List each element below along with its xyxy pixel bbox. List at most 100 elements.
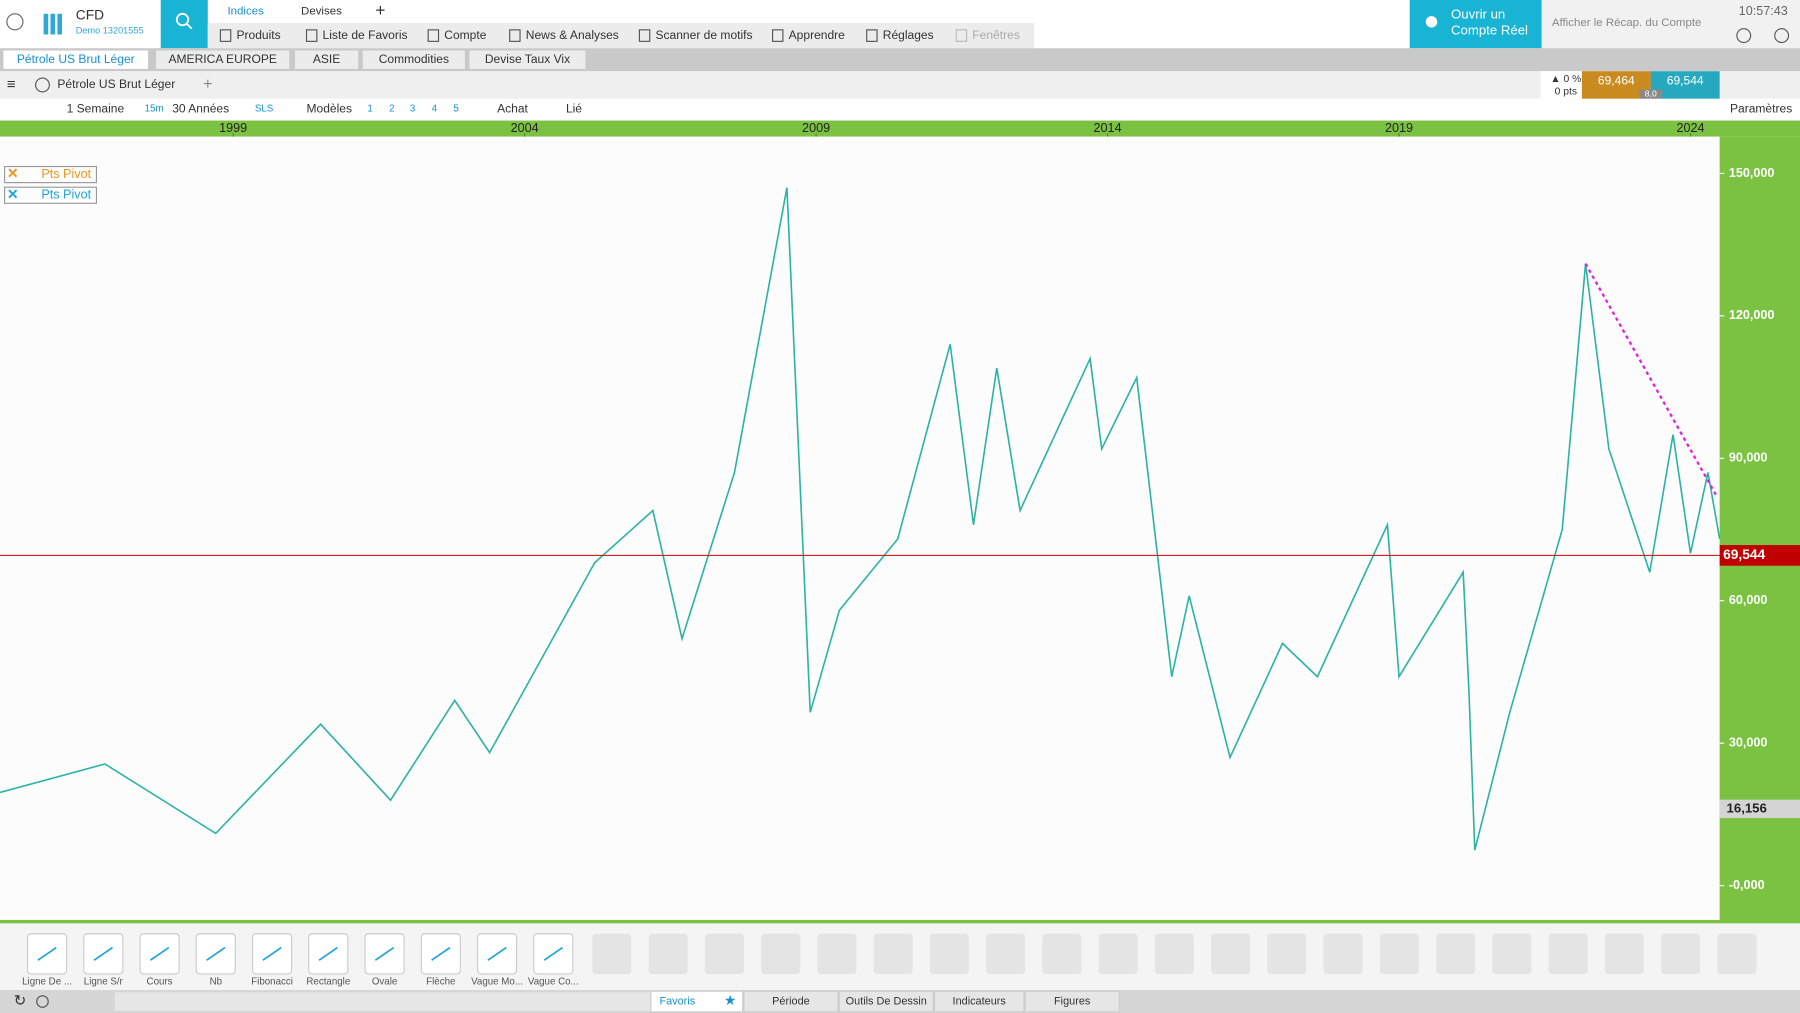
- toolbar-item[interactable]: 3: [410, 104, 415, 115]
- menu-item[interactable]: News & Analyses: [526, 28, 619, 42]
- power-icon[interactable]: [1774, 28, 1790, 44]
- tool-label[interactable]: Ligne S/r: [84, 977, 124, 988]
- y-axis-band: [1719, 136, 1800, 923]
- empty-slot: [1492, 933, 1532, 974]
- tool-label[interactable]: Cours: [147, 977, 173, 988]
- clear-icon[interactable]: [36, 995, 49, 1008]
- bottom-tab-label[interactable]: Indicateurs: [953, 995, 1007, 1007]
- tool-label[interactable]: Fibonacci: [251, 977, 293, 988]
- indicator-label[interactable]: Pts Pivot: [41, 188, 91, 202]
- toolbar-item[interactable]: 30 Années: [172, 101, 229, 115]
- change-box: [1540, 71, 1582, 99]
- toolbar-item[interactable]: 2: [389, 104, 394, 115]
- marker-box: [1719, 799, 1800, 819]
- watchlist-tab-label[interactable]: Commodities: [379, 52, 449, 66]
- empty-slot: [1661, 933, 1701, 974]
- add-chart[interactable]: +: [203, 75, 212, 93]
- y-tick-label: 120,000: [1729, 308, 1775, 322]
- bottom-tab-label[interactable]: Période: [772, 995, 810, 1007]
- indicator-legend[interactable]: [4, 165, 98, 184]
- current-price-box: [1719, 545, 1800, 566]
- indicator-close[interactable]: ✕: [7, 187, 19, 202]
- chart-header: [0, 71, 1800, 99]
- menu-icon: [772, 29, 784, 42]
- instrument[interactable]: Pétrole US Brut Léger: [57, 77, 175, 91]
- tool-label[interactable]: Vague Co...: [528, 977, 579, 988]
- settings[interactable]: Paramètres: [1730, 101, 1792, 115]
- menu-item[interactable]: Liste de Favoris: [323, 28, 408, 42]
- bottom-spacer: [114, 992, 651, 1011]
- bottom-tab-label[interactable]: Outils De Dessin: [846, 995, 927, 1007]
- summary-link[interactable]: Afficher le Récap. du Compte: [1552, 17, 1702, 29]
- bottom-tab[interactable]: [743, 990, 839, 1013]
- toolbar-item[interactable]: Lié: [566, 101, 582, 115]
- change: ▲ 0 %: [1550, 74, 1581, 85]
- menu-icon[interactable]: ≡: [7, 76, 16, 93]
- watchlist-tab-label[interactable]: AMERICA EUROPE: [168, 52, 276, 66]
- summary-area: [1541, 0, 1800, 49]
- bottom-tab[interactable]: [1024, 990, 1120, 1013]
- toolbar-item[interactable]: 1 Semaine: [67, 101, 125, 115]
- cta-label[interactable]: Ouvrir un: [1451, 6, 1505, 21]
- tool-icon: [543, 946, 563, 961]
- bottom-tab[interactable]: [933, 990, 1025, 1013]
- trendline[interactable]: [1584, 263, 1718, 497]
- toolbar-item[interactable]: 4: [432, 104, 438, 115]
- menu-item[interactable]: Produits: [236, 28, 280, 42]
- x-tick-label: 2019: [1385, 121, 1413, 135]
- watchlist-tab[interactable]: [156, 50, 290, 69]
- tool-label[interactable]: Nb: [210, 977, 223, 988]
- empty-slot: [648, 933, 688, 974]
- refresh-icon[interactable]: ↻: [14, 992, 26, 1009]
- x-tick-label: 1999: [219, 121, 247, 135]
- indicator-close[interactable]: ✕: [7, 166, 19, 181]
- indicator-legend[interactable]: [4, 186, 98, 204]
- user-icon[interactable]: [6, 13, 24, 31]
- plot-area: [0, 136, 1720, 923]
- toolbar-item[interactable]: 15m: [145, 104, 164, 115]
- app-name: CFD: [76, 8, 104, 23]
- bid[interactable]: 69,464: [1598, 74, 1635, 88]
- empty-slot: [1379, 933, 1419, 974]
- tool-label[interactable]: Vague Mo...: [471, 977, 523, 988]
- toolbar-item[interactable]: Modèles: [307, 101, 353, 115]
- toolbar-item[interactable]: SLS: [255, 104, 274, 115]
- info-icon[interactable]: [1736, 28, 1752, 44]
- bottom-tab[interactable]: [650, 990, 744, 1013]
- header-tab[interactable]: Devises: [301, 6, 342, 18]
- empty-slot: [1098, 933, 1138, 974]
- watchlist-tab-label[interactable]: Devise Taux Vix: [485, 52, 570, 66]
- watchlist-tab[interactable]: [469, 50, 586, 69]
- watchlist-tab[interactable]: [3, 50, 149, 69]
- indicator-label[interactable]: Pts Pivot: [41, 167, 91, 181]
- watchlist-tab[interactable]: [362, 50, 465, 69]
- tool-icon: [206, 946, 226, 961]
- add-tab[interactable]: +: [375, 0, 385, 20]
- search-icon: [186, 23, 193, 30]
- x-tick-label: 2024: [1676, 121, 1704, 135]
- watchlist-tab[interactable]: [295, 50, 359, 69]
- bottom-tab[interactable]: [838, 990, 934, 1013]
- marker-label: 16,156: [1727, 800, 1767, 815]
- toolbar-item[interactable]: 5: [453, 104, 459, 115]
- bottom-tab-label[interactable]: Figures: [1054, 995, 1091, 1007]
- toolbar-item[interactable]: 1: [367, 104, 372, 115]
- toolbar-item[interactable]: Achat: [497, 101, 528, 115]
- watchlist-tab-label[interactable]: ASIE: [313, 52, 340, 66]
- tool-label[interactable]: Flèche: [426, 977, 455, 988]
- header-tab[interactable]: Indices: [227, 6, 264, 18]
- bottom-tab-label[interactable]: Favoris: [659, 995, 695, 1007]
- tool-label[interactable]: Ligne De ...: [22, 977, 72, 988]
- tool-label[interactable]: Rectangle: [306, 977, 350, 988]
- menu-item[interactable]: Fenêtres: [972, 28, 1020, 42]
- menu-item[interactable]: Scanner de motifs: [655, 28, 752, 42]
- tool-label[interactable]: Ovale: [372, 977, 397, 988]
- cta-label[interactable]: Compte Réel: [1451, 22, 1528, 37]
- menu-item[interactable]: Compte: [444, 28, 486, 42]
- ask[interactable]: 69,544: [1667, 74, 1704, 88]
- menu-item[interactable]: Réglages: [883, 28, 934, 42]
- watchlist-tab-label[interactable]: Pétrole US Brut Léger: [17, 52, 135, 66]
- favorite-star[interactable]: ★: [724, 993, 736, 1008]
- menu-item[interactable]: Apprendre: [789, 28, 846, 42]
